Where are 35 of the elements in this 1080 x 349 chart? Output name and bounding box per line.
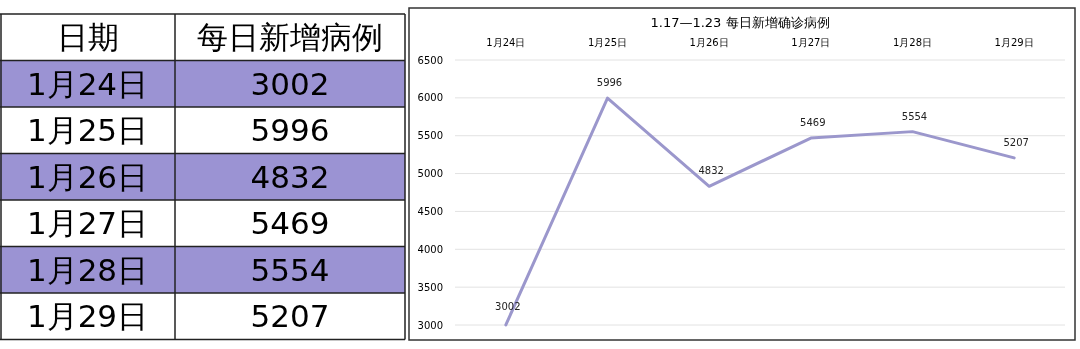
data-label: 5207 bbox=[250, 298, 330, 335]
x-tick-label: 1月27日 bbox=[791, 37, 831, 48]
category-label: 1月25日 bbox=[26, 112, 149, 149]
x-tick-label: 1月29日 bbox=[994, 37, 1034, 48]
data-label: 5996 bbox=[596, 77, 623, 89]
data-label: 4832 bbox=[698, 165, 724, 177]
x-tick-label: 1月26日 bbox=[689, 37, 729, 48]
text: 日期 bbox=[56, 19, 119, 56]
data-label: 4832 bbox=[250, 158, 330, 195]
category-label: 1月27日 bbox=[26, 205, 149, 242]
category-label: 1月24日 bbox=[26, 65, 149, 102]
y-tick-label: 5000 bbox=[417, 168, 443, 180]
y-tick-label: 3000 bbox=[417, 319, 443, 331]
category-label: 1月29日 bbox=[26, 298, 149, 335]
data-label: 5207 bbox=[1003, 136, 1029, 148]
y-tick-label: 6500 bbox=[417, 54, 443, 66]
x-tick-label: 1月24日 bbox=[486, 37, 526, 48]
category-label: 1月28日 bbox=[26, 251, 149, 288]
y-tick-label: 4500 bbox=[417, 205, 443, 217]
text: 每日新增病例 bbox=[197, 19, 383, 56]
y-tick-label: 6000 bbox=[417, 92, 443, 104]
chart-title: 1.17—1.23 每日新增确诊病例 bbox=[650, 15, 830, 30]
data-label: 5554 bbox=[250, 251, 330, 288]
data-label: 3002 bbox=[250, 65, 330, 102]
data-label: 3002 bbox=[495, 300, 521, 312]
y-tick-label: 3500 bbox=[417, 281, 443, 293]
data-label: 5469 bbox=[800, 117, 826, 129]
y-tick-label: 5500 bbox=[417, 130, 443, 142]
x-tick-label: 1月28日 bbox=[892, 37, 933, 48]
data-label: 5554 bbox=[901, 110, 928, 122]
data-label: 5469 bbox=[250, 205, 330, 242]
y-tick-label: 4000 bbox=[417, 243, 443, 255]
category-label: 1月26日 bbox=[26, 158, 149, 195]
data-label: 5996 bbox=[250, 112, 330, 149]
x-tick-label: 1月25日 bbox=[587, 37, 628, 48]
